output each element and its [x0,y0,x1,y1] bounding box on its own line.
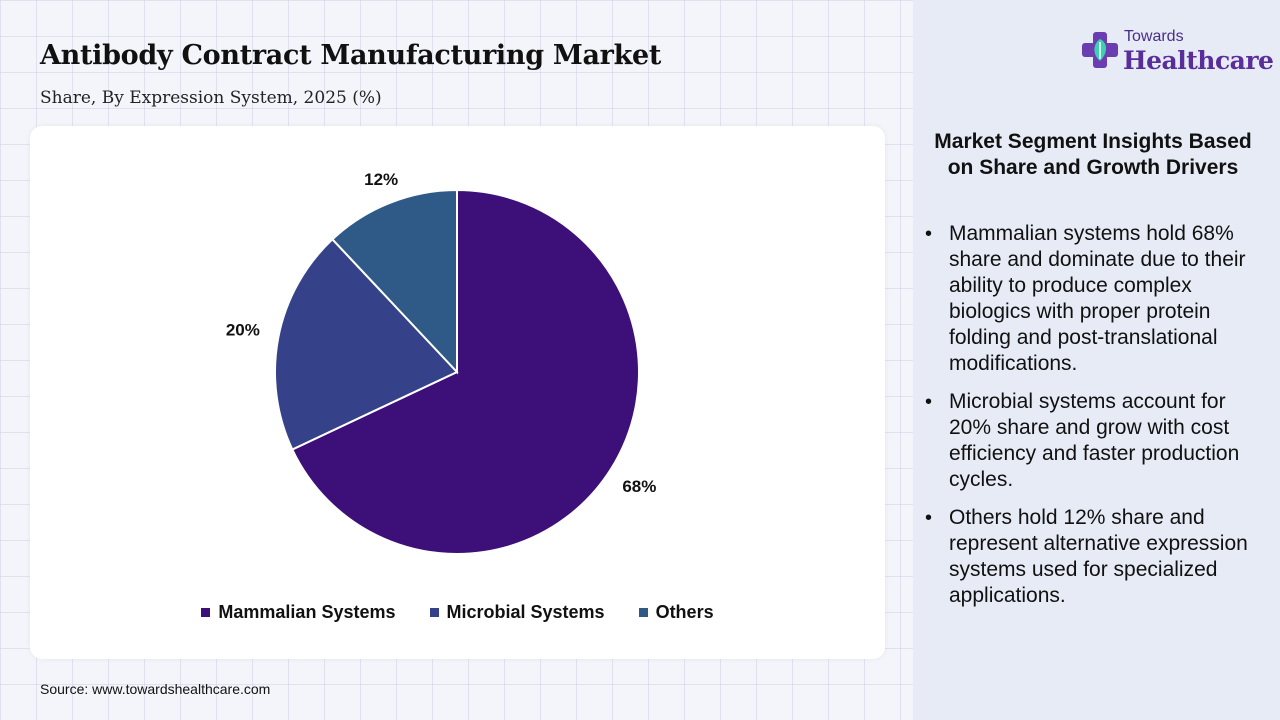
legend-label-microbial: Microbial Systems [446,602,605,622]
insights-panel: Towards Healthcare Market Segment Insigh… [913,0,1280,720]
pie-chart: 68% 20% 12% [226,170,656,555]
chart-title: Antibody Contract Manufacturing Market [40,40,662,71]
source-note: Source: www.towardshealthcare.com [40,681,271,697]
legend-item-microbial: Microbial Systems [429,602,605,623]
legend-item-others: Others [638,602,714,623]
pie-slice-others [330,188,458,375]
pie-label-mammalian: 68% [622,477,656,496]
pie-slice-mammalian [290,188,640,555]
insight-item-mammalian: Mammalian systems hold 68% share and dom… [921,221,1253,377]
insights-title: Market Segment Insights Based on Share a… [934,130,1252,179]
pie-label-others: 12% [364,170,398,189]
chart-legend: Mammalian Systems Microbial Systems Others [30,602,885,623]
pie-slice-microbial [274,237,459,451]
insight-item-others: Others hold 12% share and represent alte… [921,505,1253,609]
legend-swatch-microbial [429,608,439,617]
health-cross-icon [1082,32,1118,68]
pie-label-microbial: 20% [226,321,260,340]
legend-swatch-others [638,608,648,617]
legend-label-mammalian: Mammalian Systems [218,602,396,622]
legend-swatch-mammalian [201,608,211,617]
towards-healthcare-logo: Towards Healthcare [1080,24,1274,80]
insight-item-microbial: Microbial systems account for 20% share … [921,389,1253,493]
legend-item-mammalian: Mammalian Systems [201,602,396,623]
chart-subtitle: Share, By Expression System, 2025 (%) [40,88,382,108]
logo-main-text: Healthcare [1123,46,1274,75]
legend-label-others: Others [655,602,714,622]
insights-list: Mammalian systems hold 68% share and dom… [921,221,1253,621]
chart-card: 68% 20% 12% Mammalian Systems Microbial Sys… [30,126,885,659]
logo-top-text: Towards [1124,28,1184,45]
